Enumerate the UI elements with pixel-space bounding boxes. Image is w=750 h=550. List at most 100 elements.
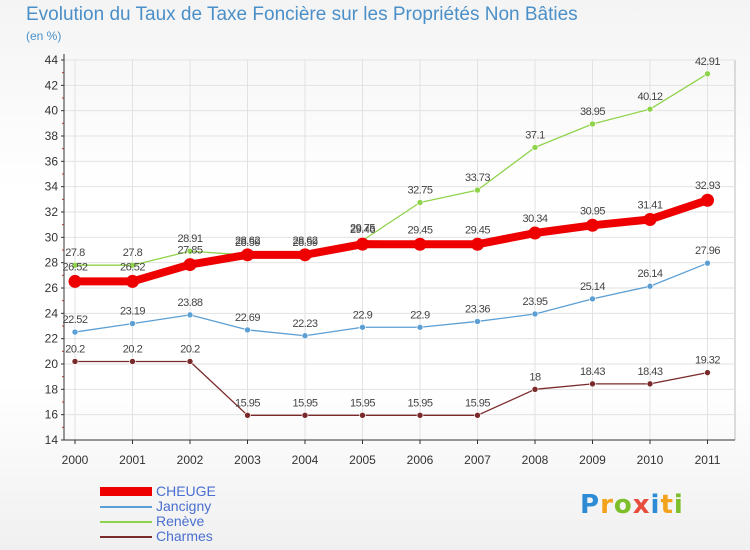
y-tick-label: 26 xyxy=(45,281,59,295)
x-tick-label: 2003 xyxy=(234,453,261,467)
data-label-charmes: 20.2 xyxy=(123,343,143,355)
legend-swatch-cheuge xyxy=(100,487,152,496)
data-label-reneve: 37.1 xyxy=(525,129,545,141)
data-label-charmes: 18.43 xyxy=(637,366,662,378)
logo-letter: i xyxy=(673,490,684,520)
data-point-reneve xyxy=(71,261,79,269)
data-label-reneve: 38.95 xyxy=(580,106,605,118)
data-point-jancigny xyxy=(531,310,539,318)
data-point-jancigny xyxy=(244,326,251,334)
proxiti-logo: Proxiti xyxy=(580,490,684,520)
data-label-reneve: 28.59 xyxy=(235,237,260,249)
data-label-jancigny: 22.9 xyxy=(353,309,373,321)
x-tick-label: 2001 xyxy=(119,453,146,467)
x-tick-label: 2006 xyxy=(407,453,434,467)
data-label-reneve: 42.91 xyxy=(695,56,720,68)
y-tick-label: 30 xyxy=(45,230,59,244)
series-line-charmes xyxy=(74,360,709,416)
data-label-reneve: 33.73 xyxy=(465,172,490,184)
data-point-charmes xyxy=(704,369,711,376)
data-point-reneve xyxy=(474,186,481,194)
x-tick-label: 2010 xyxy=(637,453,664,467)
data-label-jancigny: 25.14 xyxy=(580,281,605,293)
legend-swatch-jancigny xyxy=(100,505,152,508)
data-point-jancigny xyxy=(129,320,136,327)
series-line-jancigny xyxy=(74,262,709,337)
x-tick-label: 2000 xyxy=(62,453,89,467)
data-point-charmes xyxy=(416,411,424,419)
data-label-reneve: 28.91 xyxy=(177,233,202,245)
data-label-reneve: 28.59 xyxy=(292,237,317,249)
data-point-cheuge xyxy=(701,193,714,207)
y-tick-label: 38 xyxy=(45,129,59,143)
data-label-reneve: 32.75 xyxy=(407,185,432,197)
data-point-charmes xyxy=(531,386,539,393)
data-label-cheuge: 26.52 xyxy=(62,261,87,273)
y-tick-label: 32 xyxy=(45,205,59,219)
y-tick-label: 24 xyxy=(45,306,59,320)
y-tick-label: 44 xyxy=(45,53,59,67)
legend-label-charmes: Charmes xyxy=(156,528,213,544)
y-tick-label: 34 xyxy=(45,180,59,194)
x-tick-label: 2002 xyxy=(177,453,204,467)
logo-letter: r xyxy=(600,490,614,520)
x-tick-label: 2007 xyxy=(464,453,491,467)
data-label-cheuge: 28.62 xyxy=(292,235,317,247)
data-label-jancigny: 23.95 xyxy=(522,296,547,308)
chart-title: Evolution du Taux de Taxe Foncière sur l… xyxy=(26,4,578,25)
data-label-jancigny: 26.14 xyxy=(637,268,662,280)
data-label-cheuge: 30.34 xyxy=(522,213,547,225)
legend-item-jancigny: Jancigny xyxy=(100,499,216,514)
data-label-jancigny: 27.96 xyxy=(695,245,720,257)
data-point-cheuge xyxy=(586,218,599,232)
legend-item-reneve: Renève xyxy=(100,514,216,529)
data-label-charmes: 18.43 xyxy=(580,366,605,378)
data-label-jancigny: 22.9 xyxy=(410,309,430,321)
series-lines xyxy=(68,70,714,419)
data-label-jancigny: 22.52 xyxy=(62,314,87,326)
data-point-cheuge xyxy=(298,248,312,262)
data-point-cheuge xyxy=(126,274,139,288)
data-label-charmes: 15.95 xyxy=(465,397,490,409)
axes: 14 16 18 20 22 24 26 28 30 32 34 36 38 40 42 44 2000 2001… xyxy=(45,53,735,467)
data-point-charmes xyxy=(301,411,309,419)
legend-label-cheuge: CHEUGE xyxy=(156,483,216,499)
data-point-reneve xyxy=(531,144,539,151)
data-label-charmes: 19.32 xyxy=(695,355,720,367)
y-tick-label: 40 xyxy=(45,104,59,118)
data-label-cheuge: 26.52 xyxy=(120,261,145,273)
data-label-reneve: 29.75 xyxy=(350,223,375,235)
data-point-cheuge xyxy=(643,212,657,226)
data-point-jancigny xyxy=(71,328,79,336)
legend-label-jancigny: Jancigny xyxy=(156,498,212,514)
legend-swatch-reneve xyxy=(100,520,152,523)
data-point-charmes xyxy=(186,358,194,365)
data-point-reneve xyxy=(704,70,711,78)
legend-item-cheuge: CHEUGE xyxy=(100,484,216,499)
data-label-cheuge: 29.45 xyxy=(407,224,432,236)
data-point-cheuge xyxy=(413,237,427,251)
data-point-reneve xyxy=(589,120,596,128)
data-label-charmes: 15.95 xyxy=(407,397,432,409)
data-point-jancigny xyxy=(359,323,366,331)
data-point-jancigny xyxy=(704,259,711,267)
data-label-jancigny: 23.36 xyxy=(465,303,490,315)
data-point-reneve xyxy=(646,105,654,113)
data-point-charmes xyxy=(589,380,596,388)
y-tick-label: 18 xyxy=(45,382,59,396)
data-label-charmes: 20.2 xyxy=(65,343,85,355)
x-tick-label: 2004 xyxy=(292,453,319,467)
data-point-charmes xyxy=(646,380,654,388)
data-point-reneve xyxy=(416,199,424,206)
data-label-cheuge: 27.85 xyxy=(177,245,202,257)
data-point-charmes xyxy=(244,411,251,419)
data-label-charmes: 15.95 xyxy=(235,397,260,409)
data-point-jancigny xyxy=(416,323,424,331)
y-tick-label: 42 xyxy=(45,78,59,92)
data-label-charmes: 15.95 xyxy=(292,397,317,409)
data-label-cheuge: 32.93 xyxy=(695,180,720,192)
data-label-jancigny: 23.88 xyxy=(177,297,202,309)
data-point-jancigny xyxy=(301,332,309,340)
logo-letter: i xyxy=(650,490,661,520)
